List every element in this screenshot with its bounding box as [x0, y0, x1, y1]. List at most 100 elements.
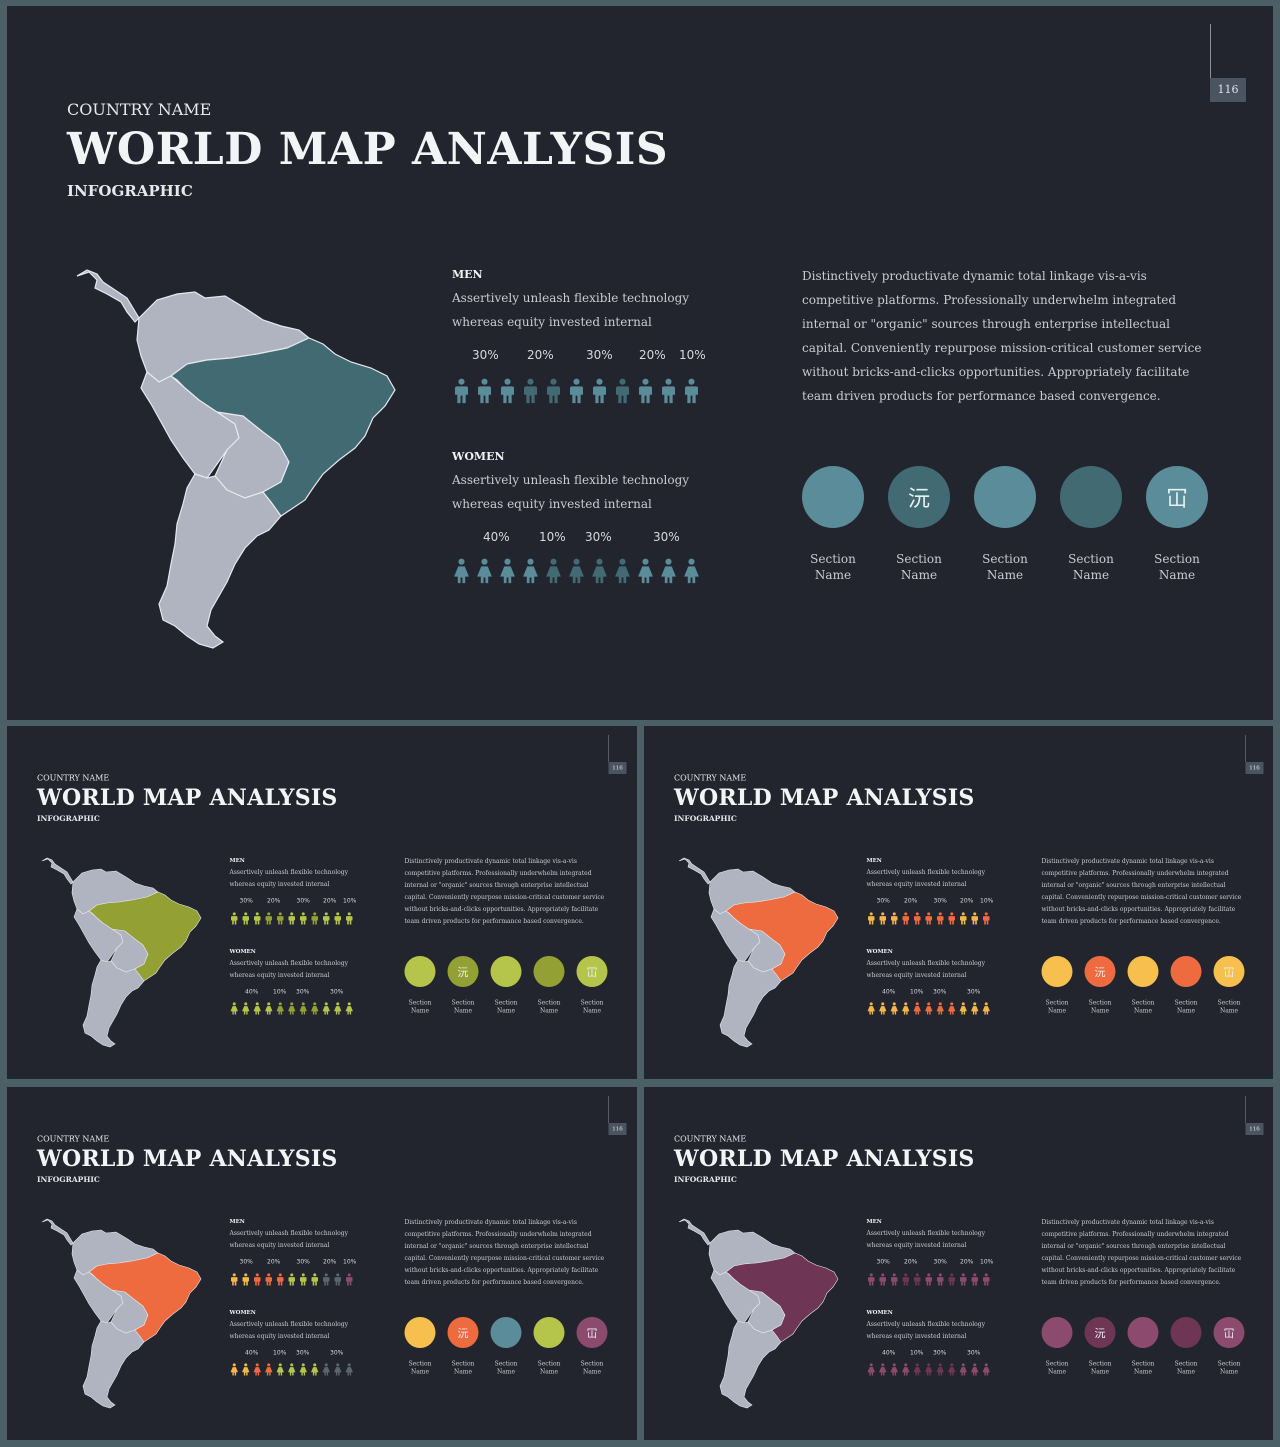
women-percent-label: 10%: [910, 1349, 924, 1356]
man-icon: [682, 378, 701, 406]
section-label: Section Name: [1217, 1360, 1241, 1375]
section-circle: [404, 956, 436, 987]
women-percent-label: 40%: [245, 988, 259, 995]
woman-icon: [901, 1002, 911, 1016]
men-percent-label: 20%: [960, 897, 974, 904]
man-icon: [982, 912, 992, 926]
man-icon: [544, 378, 563, 406]
woman-icon: [230, 1002, 240, 1016]
woman-icon: [947, 1002, 957, 1016]
woman-icon: [924, 1363, 934, 1377]
women-percent-label: 10%: [273, 1349, 287, 1356]
man-icon: [901, 1273, 911, 1287]
section-circle: [1041, 1317, 1073, 1348]
man-icon: [264, 912, 274, 926]
section-circle: 冚: [1213, 1317, 1245, 1348]
thumbnail-slide-plum[interactable]: 116 COUNTRY NAME WORLD MAP ANALYSIS INFO…: [644, 1087, 1273, 1440]
men-percent-row: 30% 20% 30% 20% 10%: [867, 897, 1002, 906]
page-divider-line: [608, 1096, 609, 1126]
page-number: 116: [1210, 78, 1246, 102]
map-base-region: [678, 1218, 796, 1409]
men-description: Assertively unleash flexible technology …: [452, 291, 690, 329]
central-america-region: [76, 269, 140, 323]
man-icon: [901, 912, 911, 926]
woman-icon: [913, 1363, 923, 1377]
country-label: COUNTRY NAME: [674, 773, 747, 783]
section-glyph: 冚: [586, 966, 598, 980]
section-label: Section Name: [1131, 1360, 1155, 1375]
map-base-region: [41, 1218, 159, 1409]
section-circle: [490, 1317, 522, 1348]
thumbnail-slide-orange[interactable]: 116 COUNTRY NAME WORLD MAP ANALYSIS INFO…: [644, 726, 1273, 1079]
description-paragraph: Distinctively productivate dynamic total…: [404, 1218, 605, 1286]
woman-icon: [264, 1363, 274, 1377]
woman-icon: [241, 1363, 251, 1377]
woman-icon: [878, 1363, 888, 1377]
section-label: Section Name: [537, 1360, 561, 1375]
women-percent-label: 30%: [296, 988, 310, 995]
woman-icon: [276, 1002, 286, 1016]
men-heading: MEN: [866, 1218, 882, 1225]
section-glyph: 沅: [457, 966, 469, 980]
section-label: Section Name: [1045, 1360, 1069, 1375]
description-paragraph: Distinctively productivate dynamic total…: [404, 857, 605, 925]
men-heading: MEN: [229, 1218, 245, 1225]
women-percent-label: 30%: [967, 1349, 981, 1356]
thumbnail-slide-green[interactable]: 116 COUNTRY NAME WORLD MAP ANALYSIS INFO…: [7, 726, 637, 1079]
man-icon: [230, 1273, 240, 1287]
women-percent-label: 30%: [967, 988, 981, 995]
women-percent-row: 40% 10% 30% 30%: [230, 1349, 365, 1358]
section-circle: 沅: [888, 466, 950, 528]
men-percent-label: 20%: [904, 1258, 918, 1265]
man-icon: [521, 378, 540, 406]
man-icon: [613, 378, 632, 406]
man-icon: [878, 1273, 888, 1287]
woman-icon: [299, 1002, 309, 1016]
section-circle: [533, 1317, 565, 1348]
page-number: 116: [1245, 1123, 1264, 1135]
map-base-region: [76, 269, 311, 649]
section-label: Section Name: [580, 1360, 604, 1375]
women-percent-label: 30%: [296, 1349, 310, 1356]
men-percent-label: 30%: [296, 897, 310, 904]
brazil-highlight: [169, 337, 396, 517]
woman-icon: [299, 1363, 309, 1377]
woman-icon: [310, 1363, 320, 1377]
central-america-region: [678, 857, 711, 885]
central-america-region: [678, 1218, 711, 1246]
men-percent-label: 20%: [323, 1258, 337, 1265]
section-circle: [1170, 1317, 1202, 1348]
woman-icon: [287, 1363, 297, 1377]
section-label: Section Name: [451, 1360, 475, 1375]
description-paragraph: Distinctively productivate dynamic total…: [1041, 1218, 1242, 1286]
women-percent-label: 30%: [585, 530, 612, 544]
women-icon-row: [452, 558, 722, 586]
men-description: Assertively unleash flexible technology …: [229, 868, 349, 888]
slide-title: WORLD MAP ANALYSIS: [674, 1146, 975, 1172]
description-paragraph: Distinctively productivate dynamic total…: [802, 269, 1202, 403]
page-number: 116: [608, 762, 627, 774]
slide-subtitle: INFOGRAPHIC: [674, 1175, 737, 1184]
section-label: Section Name: [580, 999, 604, 1014]
map-base-region: [678, 857, 796, 1048]
men-icon-row: [230, 1273, 365, 1287]
slide: 116 COUNTRY NAME WORLD MAP ANALYSIS INFO…: [644, 726, 1273, 1079]
man-icon: [636, 378, 655, 406]
thumbnail-slide-mixed[interactable]: 116 COUNTRY NAME WORLD MAP ANALYSIS INFO…: [7, 1087, 637, 1440]
man-icon: [924, 912, 934, 926]
south-america-map: [678, 1218, 839, 1409]
section-glyph: 沅: [1094, 966, 1106, 980]
woman-icon: [567, 558, 586, 586]
description-paragraph: Distinctively productivate dynamic total…: [1041, 857, 1242, 925]
man-icon: [475, 378, 494, 406]
country-label: COUNTRY NAME: [67, 100, 212, 119]
man-icon: [253, 1273, 263, 1287]
woman-icon: [264, 1002, 274, 1016]
man-icon: [276, 912, 286, 926]
men-percent-label: 10%: [679, 348, 706, 362]
slide-subtitle: INFOGRAPHIC: [37, 1175, 100, 1184]
men-percent-label: 20%: [267, 1258, 281, 1265]
woman-icon: [982, 1363, 992, 1377]
woman-icon: [613, 558, 632, 586]
section-label: Section Name: [1088, 999, 1112, 1014]
